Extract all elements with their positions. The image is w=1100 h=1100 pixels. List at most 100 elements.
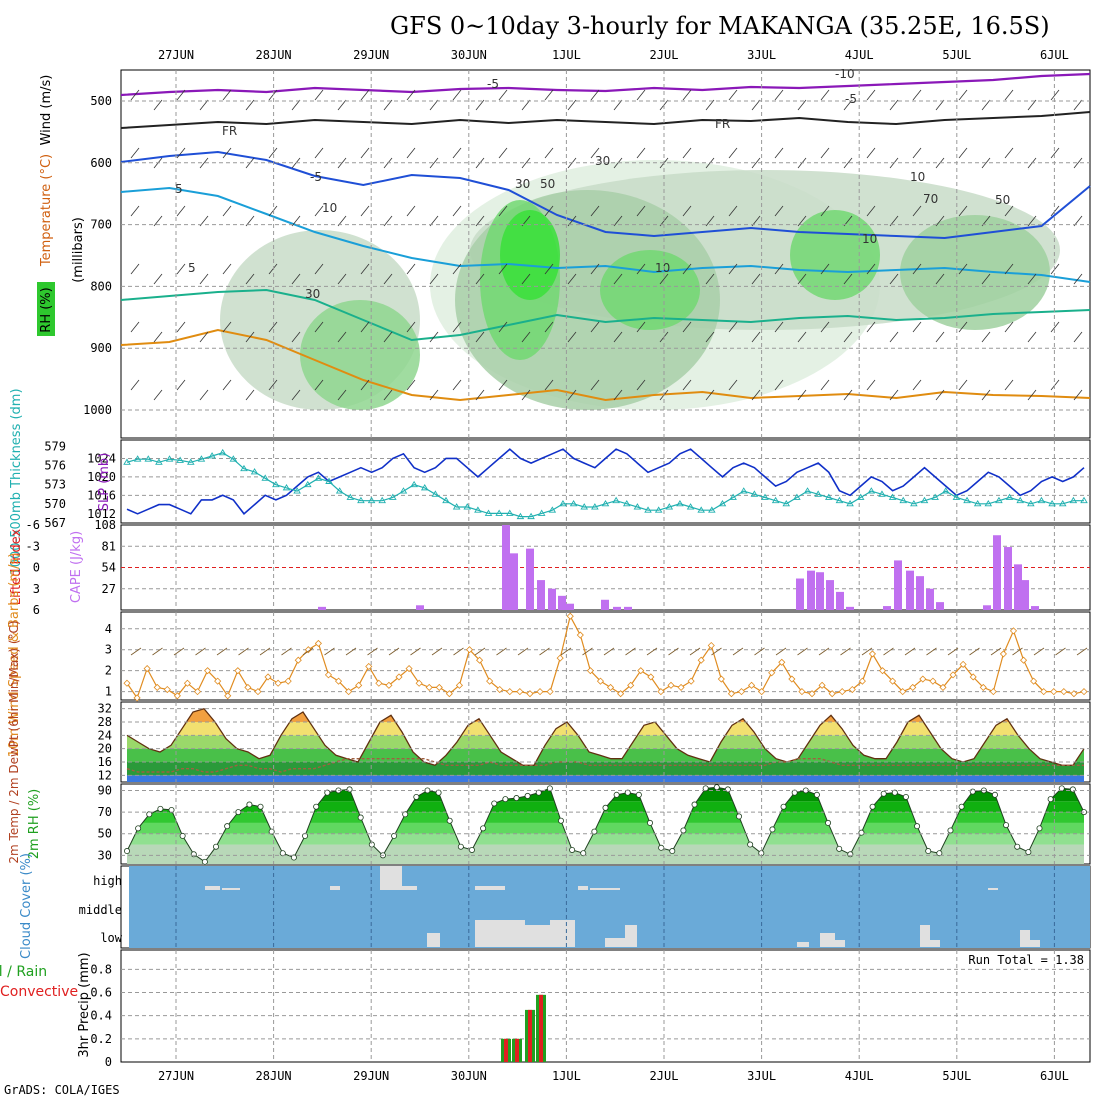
- wind-speed-marker: [405, 665, 413, 673]
- cape-bar: [983, 605, 991, 610]
- thickness-marker: [229, 455, 238, 462]
- contour-label: 50: [540, 177, 555, 191]
- wind-barb: [429, 273, 439, 285]
- wind-barb: [337, 99, 347, 111]
- rh-marker: [902, 793, 909, 800]
- isotherm-5: [120, 150, 1091, 240]
- thickness-marker: [452, 503, 461, 510]
- wind-speed-marker: [909, 683, 917, 691]
- temp-band: [127, 722, 1084, 736]
- tick-label: 20: [98, 742, 112, 756]
- cape-bar: [993, 535, 1001, 610]
- contour-label: 30: [305, 287, 320, 301]
- contour-label: -5: [310, 170, 322, 184]
- wind-barb: [774, 263, 784, 275]
- rh-marker: [969, 788, 976, 795]
- tick-label: 1000: [83, 403, 112, 417]
- rh-marker: [591, 828, 598, 835]
- wind-barb: [1033, 647, 1045, 656]
- wind-barb: [153, 389, 163, 401]
- rh-marker: [947, 827, 954, 834]
- thickness-marker: [431, 490, 440, 497]
- wind-barb: [130, 89, 140, 101]
- wind-barb: [360, 147, 370, 159]
- wind-barb: [861, 647, 873, 656]
- rh-marker: [713, 784, 720, 791]
- isotherm-20: [120, 328, 1091, 402]
- wind-barb: [728, 205, 738, 217]
- wind-barb: [337, 331, 347, 343]
- wind-barb: [797, 331, 807, 343]
- temp-band: [127, 735, 1084, 749]
- cloud-background: [129, 866, 1090, 948]
- cloud-block: [427, 933, 440, 947]
- wind-barb: [613, 273, 623, 285]
- wind-barb: [751, 99, 761, 111]
- thickness-marker: [739, 487, 748, 494]
- wind-speed-marker: [758, 688, 766, 696]
- slp-axis-label: SLP (mb): [97, 453, 112, 512]
- wind-barb: [498, 263, 508, 275]
- wind-barb: [711, 647, 722, 656]
- wind-barb: [406, 89, 416, 101]
- wind-barb: [475, 273, 485, 285]
- rh-marker: [557, 817, 564, 824]
- tick-label: 2: [105, 664, 112, 678]
- wind-barb: [843, 389, 853, 401]
- wind-barb: [636, 379, 646, 391]
- thickness-marker: [814, 490, 822, 497]
- rh-marker: [502, 796, 509, 803]
- thickness-marker: [846, 499, 854, 507]
- cape-bar: [936, 602, 944, 610]
- wind-speed-marker: [677, 683, 685, 691]
- wind-barb: [751, 389, 761, 401]
- tick-label: 0: [33, 561, 40, 575]
- wind-speed-marker: [415, 679, 423, 687]
- wind-barb: [981, 99, 991, 111]
- thickness-marker: [931, 493, 939, 500]
- date-label-bottom: 3JUL: [747, 1069, 776, 1083]
- wind-barb: [751, 273, 761, 285]
- panel-precipitation: 0.8 0.6 0.4 0.2 0 Run Total = 1.38 3hr Precip …: [0, 949, 1091, 1069]
- wind-barb: [222, 205, 232, 217]
- wind-barb: [475, 99, 485, 111]
- cape-bar: [1031, 606, 1039, 610]
- wind-speed-marker: [123, 679, 131, 687]
- wind-barb: [383, 215, 393, 227]
- rh-marker: [869, 803, 876, 810]
- contour-label: 70: [923, 192, 938, 206]
- rh-marker: [825, 819, 832, 826]
- wind-barb: [153, 99, 163, 111]
- wind-speed-marker: [848, 685, 856, 694]
- wind-barb: [912, 379, 922, 391]
- wind-barb: [452, 321, 462, 333]
- wind-speed-marker: [1050, 688, 1058, 696]
- wind-legend-label: Wind (m/s): [39, 75, 54, 146]
- thickness-marker: [591, 503, 599, 510]
- cape-bar: [883, 606, 891, 610]
- wind-barb: [268, 321, 278, 333]
- wind-speed-marker: [727, 690, 735, 698]
- wind-barb: [314, 321, 324, 333]
- cloud-axis-label: Cloud Cover (%): [19, 853, 34, 959]
- thickness-marker: [569, 499, 578, 507]
- rh-marker: [290, 854, 297, 861]
- tick-label: 579: [44, 439, 66, 453]
- rh-marker: [480, 825, 487, 832]
- wind-barb: [797, 273, 807, 285]
- wind-barb: [590, 321, 600, 333]
- panel-frame: [120, 439, 1091, 524]
- wind-barb: [728, 379, 738, 391]
- wind-speed-marker: [959, 660, 967, 668]
- cloud-block: [380, 866, 402, 890]
- wind-barb: [429, 99, 439, 111]
- wind-barb: [935, 99, 945, 111]
- wind-speed-marker: [465, 646, 474, 654]
- tick-label: 0.2: [90, 1032, 112, 1046]
- wind-axis-label: 10m Wind Speed & Barbs (m/s): [7, 553, 22, 758]
- wind-barb: [452, 89, 462, 101]
- cape-bar: [906, 570, 914, 610]
- cape-bar: [796, 578, 804, 610]
- date-label-top: 27JUN: [158, 48, 194, 62]
- wind-barb: [981, 273, 991, 285]
